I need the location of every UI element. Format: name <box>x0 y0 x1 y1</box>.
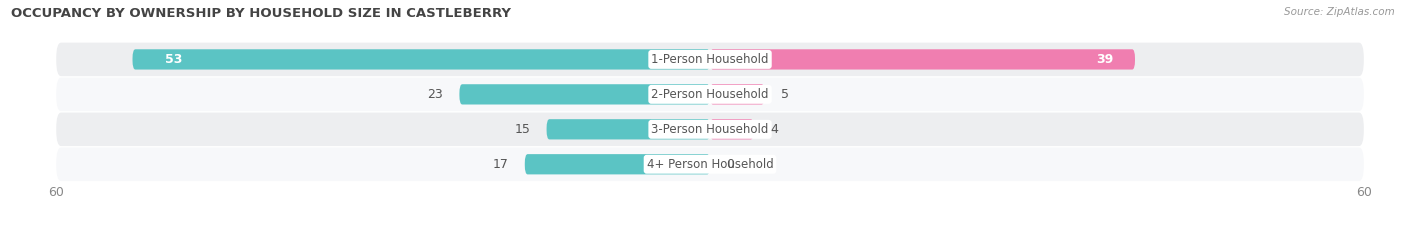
Text: 53: 53 <box>166 53 183 66</box>
Text: 17: 17 <box>492 158 509 171</box>
FancyBboxPatch shape <box>460 84 710 105</box>
Text: 0: 0 <box>727 158 734 171</box>
FancyBboxPatch shape <box>710 119 754 139</box>
Text: 1-Person Household: 1-Person Household <box>651 53 769 66</box>
Text: 2-Person Household: 2-Person Household <box>651 88 769 101</box>
FancyBboxPatch shape <box>710 84 765 105</box>
Text: 5: 5 <box>780 88 789 101</box>
FancyBboxPatch shape <box>524 154 710 174</box>
FancyBboxPatch shape <box>710 49 1135 69</box>
Text: 15: 15 <box>515 123 530 136</box>
FancyBboxPatch shape <box>132 49 710 69</box>
Legend: Owner-occupied, Renter-occupied: Owner-occupied, Renter-occupied <box>575 229 845 233</box>
FancyBboxPatch shape <box>56 147 1364 181</box>
Text: Source: ZipAtlas.com: Source: ZipAtlas.com <box>1284 7 1395 17</box>
FancyBboxPatch shape <box>56 43 1364 76</box>
Text: 39: 39 <box>1095 53 1114 66</box>
Text: 4: 4 <box>770 123 778 136</box>
Text: 4+ Person Household: 4+ Person Household <box>647 158 773 171</box>
FancyBboxPatch shape <box>56 113 1364 146</box>
Text: OCCUPANCY BY OWNERSHIP BY HOUSEHOLD SIZE IN CASTLEBERRY: OCCUPANCY BY OWNERSHIP BY HOUSEHOLD SIZE… <box>11 7 512 20</box>
FancyBboxPatch shape <box>547 119 710 139</box>
Text: 23: 23 <box>427 88 443 101</box>
Text: 3-Person Household: 3-Person Household <box>651 123 769 136</box>
FancyBboxPatch shape <box>56 78 1364 111</box>
